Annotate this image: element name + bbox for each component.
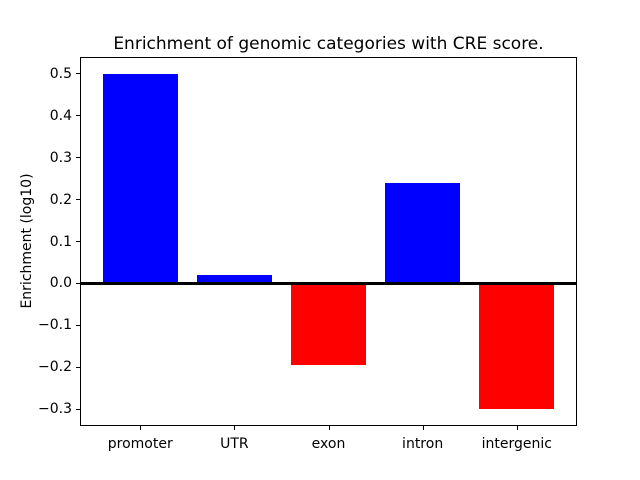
xtick-label-intron: intron	[402, 436, 444, 452]
chart-title: Enrichment of genomic categories with CR…	[113, 34, 544, 54]
ytick-mark	[76, 408, 80, 410]
bar-exon	[290, 283, 367, 366]
bar-UTR	[196, 275, 273, 284]
ytick-mark	[76, 241, 80, 242]
xtick-label-exon: exon	[311, 436, 346, 452]
ytick-label: −0.1	[38, 317, 72, 334]
xtick-label-UTR: UTR	[220, 436, 249, 452]
zero-line	[81, 281, 576, 285]
ytick-label: −0.2	[38, 359, 72, 376]
ytick-mark	[76, 282, 80, 284]
xtick-mark	[234, 426, 236, 430]
ytick-label: −0.3	[38, 401, 72, 418]
xtick-mark	[328, 426, 330, 430]
ytick-label: 0.0	[49, 275, 72, 292]
ytick-label: 0.3	[49, 149, 72, 166]
ytick-mark	[76, 115, 80, 117]
xtick-label-intergenic: intergenic	[481, 436, 552, 452]
bars-layer	[81, 58, 576, 425]
ytick-label: 0.1	[49, 233, 72, 250]
ytick-label: 0.4	[49, 107, 72, 124]
ytick-mark	[76, 366, 80, 368]
xtick-mark	[140, 426, 142, 430]
xtick-mark	[422, 426, 424, 430]
ytick-label: 0.5	[49, 65, 72, 82]
xtick-label-promoter: promoter	[107, 436, 173, 452]
bar-promoter	[102, 73, 178, 284]
ytick-mark	[76, 324, 80, 326]
ytick-mark	[76, 157, 80, 159]
bar-intergenic	[479, 283, 555, 410]
xtick-mark	[516, 426, 518, 430]
ytick-label: 0.2	[49, 191, 72, 208]
plot-area	[80, 57, 577, 426]
ytick-mark	[76, 73, 80, 75]
ytick-mark	[76, 199, 80, 201]
bar-intron	[384, 182, 461, 284]
